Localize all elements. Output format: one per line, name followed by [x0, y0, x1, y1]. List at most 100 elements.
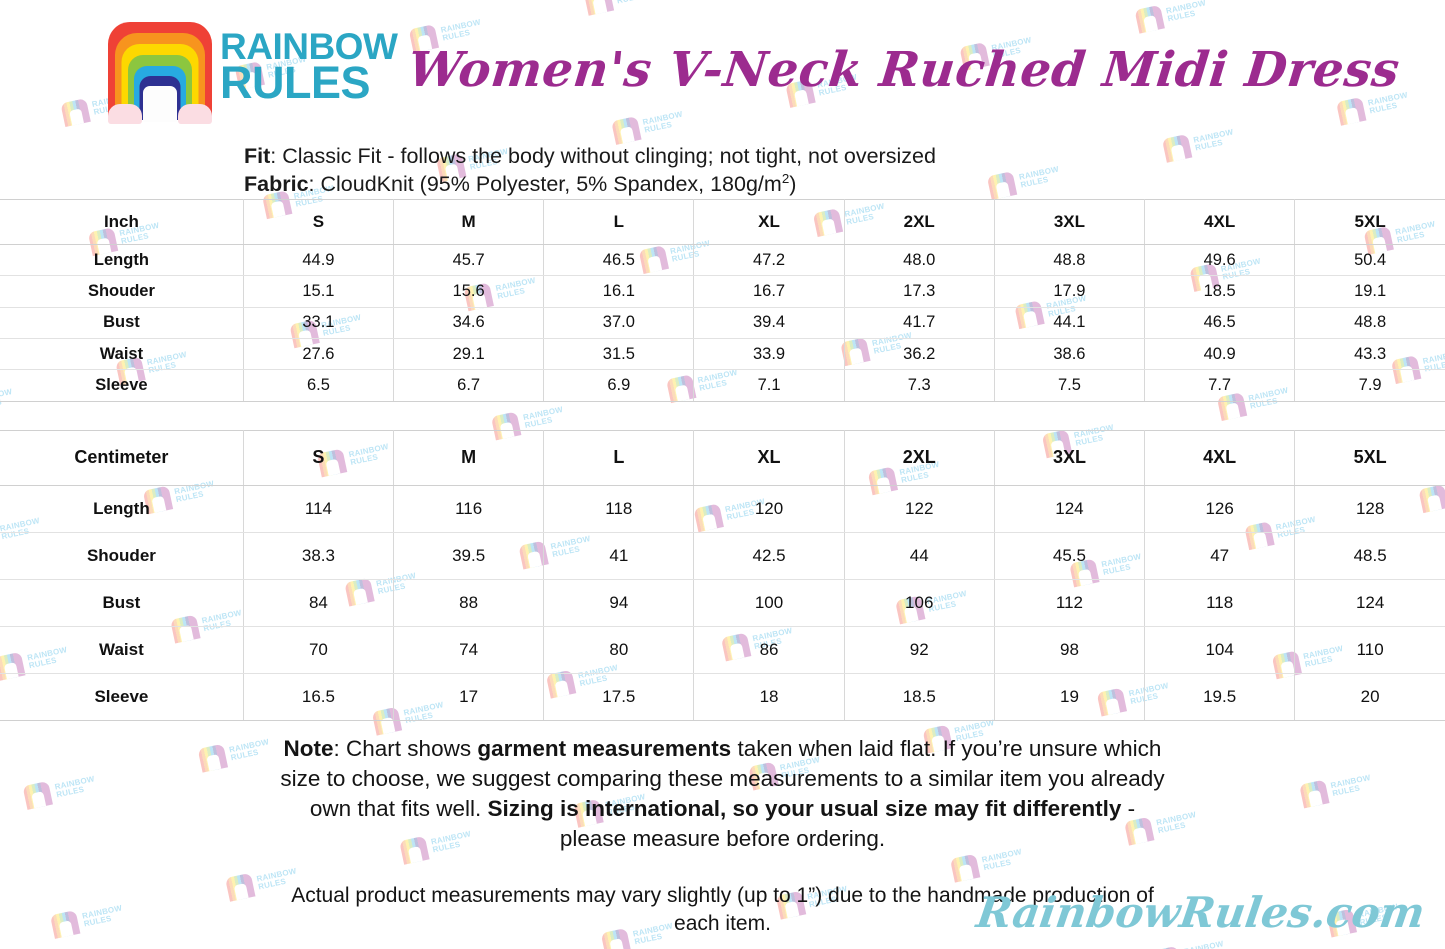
measurement-value: 33.9 — [693, 338, 845, 371]
measurement-value: 16.7 — [693, 275, 845, 308]
measurement-value: 112 — [994, 579, 1146, 627]
note-part-3: - please measure before ordering. — [559, 795, 1136, 851]
measurement-value: 80 — [543, 626, 695, 674]
measurement-value: 7.3 — [844, 369, 995, 402]
measurement-value: 39.4 — [693, 307, 845, 340]
measurement-value: 116 — [393, 485, 545, 533]
watermark-rainbow-icon — [1298, 779, 1330, 809]
size-table-cm-head: Centimeter S M L XL 2XL 3XL 4XL 5XL — [0, 429, 1445, 486]
measurement-value: 18.5 — [844, 673, 995, 721]
size-table-inch-head: Inch S M L XL 2XL 3XL 4XL 5XL — [0, 198, 1445, 245]
measurement-value: 29.1 — [393, 338, 545, 371]
measurement-label: Shouder — [0, 532, 244, 580]
measurement-value: 15.6 — [393, 275, 545, 308]
size-column-header: 5XL — [1294, 198, 1445, 245]
measurement-value: 16.1 — [543, 275, 695, 308]
measurement-value: 18.5 — [1144, 275, 1296, 308]
measurement-value: 45.5 — [994, 532, 1146, 580]
measurement-value: 42.5 — [693, 532, 845, 580]
measurement-value: 7.9 — [1294, 369, 1445, 402]
table-header-row: Inch S M L XL 2XL 3XL 4XL 5XL — [0, 198, 1445, 245]
site-url-watermark: RainbowRules.com — [974, 888, 1429, 937]
table-row: Shouder 15.1 15.6 16.1 16.7 17.3 17.9 18.5 19.1 — [0, 275, 1445, 308]
fabric-value-b: ) — [789, 172, 797, 197]
measurement-value: 98 — [994, 626, 1146, 674]
unit-header: Inch — [0, 198, 244, 245]
measurement-value: 48.0 — [844, 244, 995, 277]
fabric-unit-exponent: 2 — [781, 171, 790, 187]
measurement-value: 31.5 — [543, 338, 695, 371]
measurement-label: Waist — [0, 626, 244, 674]
table-row: Length 114 116 118 120 122 124 126 128 — [0, 485, 1445, 533]
watermark-rainbow-icon — [197, 743, 228, 773]
size-column-header: S — [243, 198, 395, 245]
measurement-value: 48.8 — [994, 244, 1146, 277]
measurement-value: 124 — [994, 485, 1146, 533]
measurement-value: 6.5 — [243, 369, 395, 402]
measurement-value: 6.7 — [393, 369, 545, 402]
measurement-value: 84 — [243, 579, 395, 627]
measurement-label: Length — [0, 244, 244, 277]
size-table-inch: Inch S M L XL 2XL 3XL 4XL 5XL Length 44.9 45.7 46.5… — [0, 198, 1445, 402]
table-row: Sleeve 6.5 6.7 6.9 7.1 7.3 7.5 7.7 7.9 — [0, 369, 1445, 402]
measurement-value: 40.9 — [1144, 338, 1296, 371]
size-column-header: L — [543, 198, 695, 245]
table-row: Waist 27.6 29.1 31.5 33.9 36.2 38.6 40.9 43.3 — [0, 338, 1445, 371]
measurement-value: 18 — [693, 673, 845, 721]
fit-label: Fit — [244, 144, 271, 168]
size-column-header: 2XL — [844, 198, 995, 245]
table-row: Length 44.9 45.7 46.5 47.2 48.0 48.8 49.6 50.4 — [0, 244, 1445, 277]
measurement-value: 92 — [844, 626, 995, 674]
measurement-value: 7.5 — [994, 369, 1146, 402]
table-row: Sleeve 16.5 17 17.5 18 18.5 19 19.5 20 — [0, 673, 1445, 721]
watermark-rainbow-icon — [50, 909, 81, 939]
measurement-value: 48.8 — [1294, 307, 1445, 340]
size-column-header: XL — [693, 429, 845, 486]
size-column-header: 3XL — [994, 429, 1146, 486]
measurement-value: 100 — [693, 579, 845, 627]
size-column-header: 5XL — [1294, 429, 1445, 486]
measurement-value: 34.6 — [393, 307, 545, 340]
measurement-value: 114 — [243, 485, 395, 533]
fit-line: Fit: Classic Fit - follows the body with… — [244, 142, 1445, 170]
measurement-value: 46.5 — [543, 244, 695, 277]
fabric-line: Fabric: CloudKnit (95% Polyester, 5% Spa… — [244, 170, 1445, 199]
measurement-value: 94 — [543, 579, 695, 627]
size-column-header: 4XL — [1144, 429, 1296, 486]
measurement-value: 50.4 — [1294, 244, 1445, 277]
size-column-header: L — [543, 429, 695, 486]
measurement-value: 38.3 — [243, 532, 395, 580]
note-label: Note — [283, 735, 334, 761]
measurement-value: 120 — [693, 485, 845, 533]
measurement-value: 43.3 — [1294, 338, 1445, 371]
measurement-label: Sleeve — [0, 673, 244, 721]
measurement-value: 122 — [844, 485, 995, 533]
note-part-1: : Chart shows — [333, 735, 478, 761]
fabric-value-a: : CloudKnit (95% Polyester, 5% Spandex, … — [308, 172, 782, 197]
brand-logo: RAINBOW RULES — [108, 14, 398, 126]
size-column-header: 4XL — [1144, 198, 1296, 245]
measurement-value: 33.1 — [243, 307, 395, 340]
watermark-rainbow-icon — [224, 872, 256, 902]
measurement-value: 19.5 — [1144, 673, 1296, 721]
measurement-value: 17 — [393, 673, 545, 721]
measurement-value: 36.2 — [844, 338, 995, 371]
measurement-label: Sleeve — [0, 369, 244, 402]
unit-header: Centimeter — [0, 429, 244, 486]
size-column-header: 3XL — [994, 198, 1146, 245]
size-column-header: M — [393, 429, 545, 486]
measurement-value: 38.6 — [994, 338, 1146, 371]
table-row: Waist 70 74 80 86 92 98 104 110 — [0, 626, 1445, 674]
measurement-value: 47 — [1144, 532, 1296, 580]
measurement-label: Length — [0, 485, 244, 533]
size-column-header: S — [243, 429, 395, 486]
measurement-label: Bust — [0, 307, 244, 340]
measurement-value: 124 — [1294, 579, 1445, 627]
